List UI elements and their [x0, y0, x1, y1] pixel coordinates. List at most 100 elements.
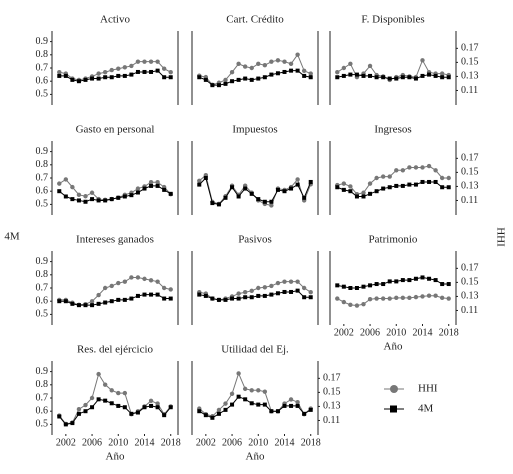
x-tick-label: 2014: [135, 437, 155, 448]
data-point: [440, 185, 445, 190]
data-point: [135, 410, 140, 415]
data-point: [168, 75, 173, 80]
y2-tick-label: 0.15: [323, 387, 341, 398]
data-point: [155, 292, 160, 297]
data-point: [149, 292, 154, 297]
data-point: [256, 388, 261, 393]
data-point: [420, 275, 425, 280]
data-point: [440, 75, 445, 80]
series-line: [59, 178, 172, 201]
data-point: [289, 289, 294, 294]
data-point: [275, 71, 280, 76]
data-point: [96, 198, 101, 203]
data-point: [354, 72, 359, 77]
data-point: [83, 194, 88, 199]
data-point: [302, 411, 307, 416]
y2-tick-label: 0.11: [461, 85, 478, 96]
data-point: [129, 63, 134, 69]
data-point: [197, 292, 202, 297]
data-point: [275, 409, 280, 414]
data-point: [63, 73, 68, 78]
data-point: [413, 165, 419, 170]
data-point: [433, 73, 438, 78]
series-line: [337, 59, 449, 81]
data-point: [148, 398, 154, 404]
data-point: [433, 293, 438, 298]
data-point: [70, 197, 75, 202]
x-axis-label: Año: [106, 451, 125, 463]
y-axis-label: 4M: [4, 231, 20, 243]
data-point: [203, 77, 208, 82]
data-point: [142, 276, 147, 282]
data-point: [135, 69, 140, 74]
data-point: [289, 403, 294, 408]
series-line: [198, 177, 312, 205]
data-point: [367, 63, 373, 69]
data-point: [96, 397, 101, 402]
data-point: [341, 65, 347, 71]
data-point: [400, 183, 405, 188]
data-point: [63, 299, 68, 304]
data-point: [282, 59, 287, 64]
data-point: [381, 186, 386, 191]
data-point: [109, 283, 114, 289]
legend-label: HHI: [418, 383, 438, 395]
data-point: [374, 282, 379, 287]
data-point: [335, 75, 340, 80]
series-line: [58, 372, 172, 425]
legend-marker: [390, 405, 397, 413]
data-point: [262, 389, 268, 394]
data-point: [407, 278, 412, 283]
data-point: [427, 276, 432, 281]
y2-tick-label: 0.17: [461, 153, 479, 164]
data-point: [249, 388, 254, 393]
data-point: [116, 66, 121, 71]
x-tick-label: 2006: [222, 437, 242, 448]
data-point: [289, 186, 294, 191]
data-point: [446, 175, 451, 181]
y-tick-label: 0.6: [36, 75, 49, 86]
data-point: [57, 299, 62, 304]
x-tick-label: 2018: [161, 437, 181, 448]
legend-label: 4M: [418, 403, 434, 415]
data-point: [70, 301, 75, 306]
data-point: [116, 195, 121, 200]
data-point: [427, 72, 432, 77]
data-point: [387, 185, 392, 190]
data-point: [89, 395, 95, 401]
data-point: [148, 59, 154, 64]
data-point: [135, 275, 141, 280]
data-point: [427, 179, 432, 184]
data-point: [301, 285, 307, 291]
panel-title: Utilidad del Ej.: [221, 344, 289, 356]
data-point: [223, 401, 228, 406]
data-point: [109, 75, 114, 80]
data-point: [295, 279, 300, 284]
data-point: [63, 422, 68, 427]
data-point: [446, 296, 451, 301]
data-point: [162, 187, 167, 192]
data-point: [122, 405, 127, 410]
data-point: [289, 68, 294, 73]
data-point: [288, 61, 294, 66]
x-tick-label: 2018: [439, 327, 459, 338]
y2-tick-label: 0.15: [461, 57, 479, 68]
panel-title: F. Disponibles: [361, 14, 424, 26]
data-point: [148, 180, 154, 185]
data-point: [439, 295, 445, 301]
data-point: [223, 77, 228, 83]
series-line: [199, 70, 311, 86]
data-point: [361, 194, 366, 199]
data-point: [161, 66, 167, 71]
data-point: [275, 58, 281, 63]
data-point: [236, 77, 241, 82]
data-point: [102, 382, 108, 387]
data-point: [116, 390, 121, 396]
data-point: [197, 178, 202, 184]
y-tick-label: 0.5: [36, 199, 49, 210]
data-point: [440, 282, 445, 287]
data-point: [109, 388, 114, 393]
data-point: [230, 296, 235, 301]
x-tick-label: 2014: [413, 327, 433, 338]
data-point: [282, 403, 287, 408]
